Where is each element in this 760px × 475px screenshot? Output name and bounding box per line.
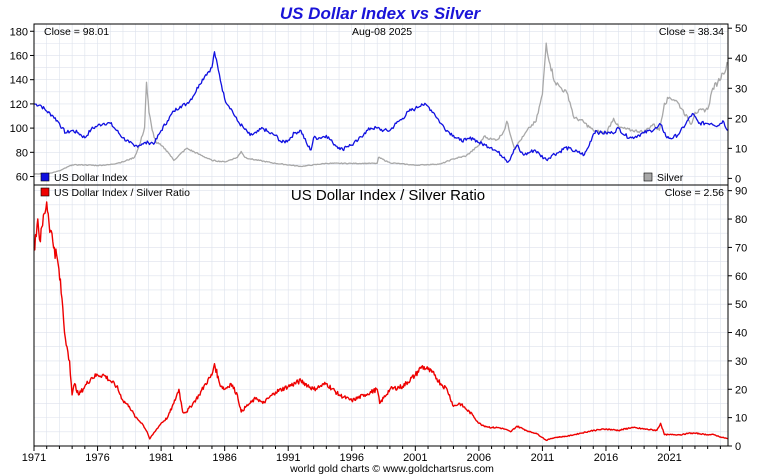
top-left-tick-label: 120: [10, 99, 28, 111]
x-tick-label: 1981: [149, 452, 173, 464]
top-left-tick-label: 180: [10, 26, 28, 38]
bottom-panel: 0 10 20 30 40 50 60 70 80 90 US Dollar Index / Si…: [33, 184, 747, 453]
bottom-right-tick-label: 20: [735, 384, 747, 396]
x-tick-label: 1986: [212, 452, 236, 464]
legend-swatch-grey: [643, 172, 653, 182]
bottom-right-tick-label: 0: [735, 441, 741, 453]
close-right-label: Close = 38.34: [659, 26, 724, 38]
top-left-axis-ticks: 60 80 100 120 140 160 180: [10, 26, 34, 184]
top-right-tick-label: 0: [735, 173, 741, 185]
top-left-tick-label: 60: [16, 172, 28, 184]
bottom-plot-frame: [33, 184, 729, 447]
top-right-axis-ticks: 0 10 20 30 40 50: [728, 23, 747, 185]
legend-us-dollar-index: US Dollar Index: [40, 172, 128, 184]
close-left-label: Close = 98.01: [44, 26, 109, 38]
bottom-right-tick-label: 10: [735, 413, 747, 425]
legend-silver: Silver: [643, 172, 684, 184]
x-tick-label: 1971: [22, 452, 46, 464]
x-tick-label: 2001: [403, 452, 427, 464]
bottom-right-tick-label: 50: [735, 299, 747, 311]
bottom-right-axis-ticks: 0 10 20 30 40 50 60 70 80 90: [728, 186, 747, 453]
top-left-tick-label: 140: [10, 75, 28, 87]
top-left-tick-label: 160: [10, 50, 28, 62]
legend-swatch-red: [40, 187, 50, 197]
top-right-tick-label: 40: [735, 53, 747, 65]
top-plot-background: [34, 24, 728, 185]
x-tick-label: 1991: [276, 452, 300, 464]
legend-label-dxy: US Dollar Index: [54, 172, 128, 184]
x-tick-label: 2016: [594, 452, 618, 464]
bottom-right-tick-label: 80: [735, 214, 747, 226]
legend-label-silver: Silver: [657, 172, 684, 184]
credit-label: world gold charts © www.goldchartsrus.co…: [289, 463, 494, 475]
bottom-right-tick-label: 90: [735, 186, 747, 198]
top-right-tick-label: 30: [735, 83, 747, 95]
top-panel: 60 80 100 120 140 160 180 0 10 20 30 40 50 Close = …: [10, 23, 747, 186]
bottom-right-tick-label: 30: [735, 356, 747, 368]
legend-label-ratio: US Dollar Index / Silver Ratio: [54, 187, 190, 199]
x-tick-label: 2021: [657, 452, 681, 464]
ratio-close-label: Close = 2.56: [665, 187, 724, 199]
top-right-tick-label: 10: [735, 143, 747, 155]
series-line-ratio: [33, 201, 729, 442]
legend-ratio: US Dollar Index / Silver Ratio: [40, 187, 190, 199]
top-left-tick-label: 80: [16, 147, 28, 159]
bottom-plot-background: [34, 185, 728, 446]
top-grid: [34, 24, 728, 185]
x-tick-label: 2006: [467, 452, 491, 464]
x-tick-label: 1976: [85, 452, 109, 464]
legend-swatch-blue: [40, 172, 50, 182]
date-label: Aug-08 2025: [352, 26, 412, 38]
bottom-chart-title: US Dollar Index / Silver Ratio: [291, 187, 485, 204]
top-right-tick-label: 50: [735, 23, 747, 35]
bottom-right-tick-label: 40: [735, 328, 747, 340]
chart-title: US Dollar Index vs Silver: [280, 4, 482, 23]
bottom-right-tick-label: 60: [735, 271, 747, 283]
x-axis-ticks: 1971 1976 1981 1986 1991 1996 2001 2006 2011 2016…: [22, 446, 721, 464]
bottom-right-tick-label: 70: [735, 242, 747, 254]
x-tick-label: 1996: [340, 452, 364, 464]
top-left-tick-label: 100: [10, 123, 28, 135]
series-line-silver: [33, 42, 729, 175]
top-right-tick-label: 20: [735, 113, 747, 125]
series-line-us-dollar-index: [33, 51, 729, 163]
x-tick-label: 2011: [531, 452, 555, 464]
